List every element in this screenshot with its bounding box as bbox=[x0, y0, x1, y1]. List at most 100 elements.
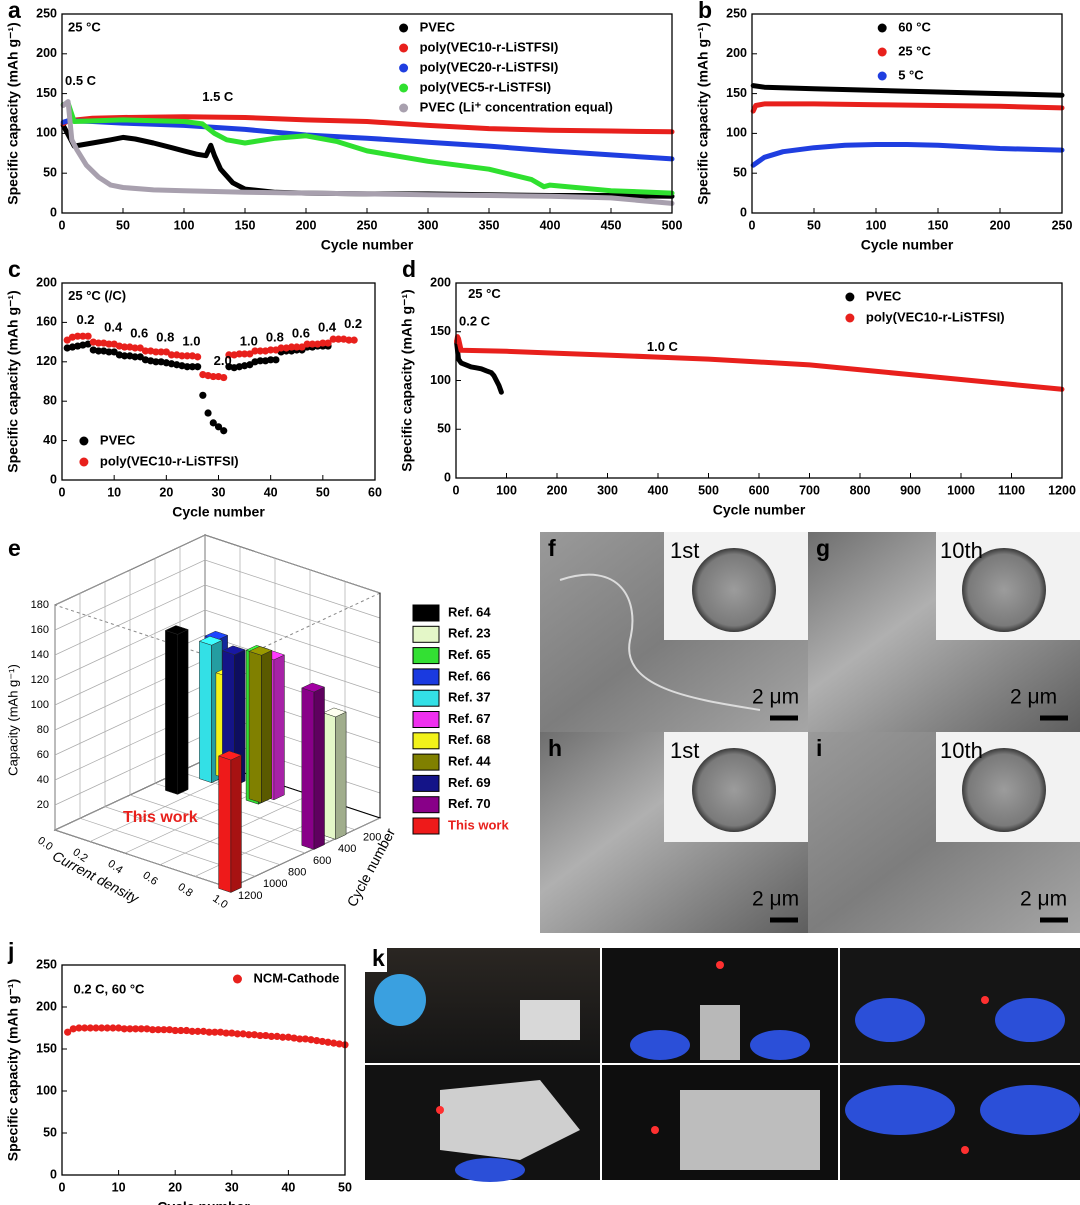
point bbox=[188, 363, 197, 371]
point bbox=[233, 1030, 242, 1038]
box-edge bbox=[54, 592, 381, 664]
point bbox=[194, 353, 202, 361]
legend-label: PVEC bbox=[100, 432, 136, 447]
z-tick-label: 100 bbox=[31, 699, 49, 711]
legend-marker bbox=[79, 457, 89, 467]
legend-marker bbox=[399, 63, 409, 73]
point bbox=[121, 343, 129, 351]
point bbox=[235, 350, 243, 358]
point bbox=[63, 336, 71, 344]
series-line bbox=[60, 99, 675, 206]
annotation: 0.2 bbox=[344, 316, 362, 331]
z-tick-label: 40 bbox=[37, 774, 49, 786]
point bbox=[137, 1025, 145, 1033]
y-axis-label: Specific capacity (mAh g⁻¹) bbox=[5, 979, 21, 1161]
annotation: 25 °C (/C) bbox=[68, 288, 126, 303]
legend-label: poly(VEC5-r-LiSTFSI) bbox=[420, 79, 551, 94]
series-line bbox=[750, 142, 1065, 168]
x-tick-label: 0 bbox=[59, 1180, 66, 1194]
pouch-cell bbox=[700, 1005, 740, 1060]
legend-marker bbox=[877, 71, 887, 81]
x-tick-label: 150 bbox=[928, 218, 949, 232]
point bbox=[81, 1024, 89, 1032]
legend-swatch bbox=[412, 796, 440, 814]
x-tick-label: 20 bbox=[168, 1180, 182, 1194]
point bbox=[222, 1029, 230, 1037]
y-tick-label: 0 bbox=[50, 472, 57, 486]
y-tick-label: 100 bbox=[36, 1083, 57, 1097]
pouch-cell bbox=[520, 1000, 580, 1040]
legend-swatch bbox=[412, 817, 440, 835]
point bbox=[110, 348, 118, 356]
scale-label: 2 μm bbox=[752, 888, 799, 911]
point bbox=[318, 1037, 326, 1046]
bar bbox=[322, 707, 347, 840]
x-tick-label: 400 bbox=[540, 218, 561, 232]
point bbox=[267, 346, 275, 354]
point bbox=[148, 1026, 157, 1034]
legend-label: Ref. 69 bbox=[448, 775, 491, 790]
legend-label: Ref. 66 bbox=[448, 668, 491, 683]
point bbox=[228, 1029, 236, 1037]
y-tick-label: 50 bbox=[733, 165, 747, 179]
fan bbox=[374, 974, 426, 1026]
x-tick-label: 30 bbox=[225, 1180, 239, 1194]
point bbox=[329, 335, 337, 343]
point bbox=[141, 347, 150, 355]
panel-label: e bbox=[8, 535, 21, 561]
series-line bbox=[454, 334, 1065, 392]
pouch-cell bbox=[680, 1090, 820, 1170]
y-tick-label: 100 bbox=[36, 126, 57, 140]
sem-panel-g: g 10th 2 μm bbox=[808, 532, 1080, 732]
bar-face bbox=[230, 754, 242, 893]
inset-label: 10th bbox=[940, 538, 983, 563]
x-tick-label: 200 bbox=[296, 218, 317, 232]
point bbox=[194, 363, 202, 371]
legend-marker bbox=[399, 23, 409, 33]
y-tick-label: 0 bbox=[50, 205, 57, 219]
point bbox=[272, 356, 280, 364]
legend-marker bbox=[232, 974, 242, 984]
bar-face bbox=[164, 625, 189, 635]
point bbox=[204, 409, 212, 417]
point bbox=[121, 352, 129, 360]
legend-label: PVEC bbox=[866, 288, 902, 303]
series-line bbox=[60, 100, 675, 196]
legend-label: Ref. 64 bbox=[448, 604, 491, 619]
point bbox=[256, 1031, 264, 1040]
point bbox=[279, 1033, 287, 1041]
y-tick-label: 200 bbox=[430, 275, 451, 289]
bar-face bbox=[301, 687, 315, 850]
x-tick-label: 250 bbox=[357, 218, 378, 232]
point bbox=[109, 1024, 117, 1032]
point bbox=[131, 353, 139, 361]
x-tick-label: 150 bbox=[235, 218, 256, 232]
glove bbox=[630, 1030, 690, 1060]
point bbox=[307, 1036, 315, 1044]
panel-label: b bbox=[698, 0, 712, 23]
x-tick-label: 600 bbox=[749, 483, 770, 497]
panel-label: j bbox=[7, 938, 14, 964]
scale-label: 2 μm bbox=[1020, 888, 1067, 911]
legend-label: 60 °C bbox=[898, 19, 931, 34]
point bbox=[245, 1031, 253, 1039]
point bbox=[188, 1027, 196, 1035]
legend-marker bbox=[399, 103, 409, 113]
y-tick-label: 150 bbox=[726, 86, 747, 100]
y-tick-label: 200 bbox=[36, 275, 57, 289]
x-tick-label: 0.6 bbox=[140, 869, 159, 888]
x-tick-label: 400 bbox=[648, 483, 669, 497]
panel-label: d bbox=[402, 256, 416, 282]
point bbox=[324, 1038, 332, 1046]
glove bbox=[845, 1085, 955, 1135]
point bbox=[92, 1024, 100, 1032]
point bbox=[308, 340, 316, 348]
led bbox=[436, 1106, 444, 1114]
point bbox=[267, 356, 275, 364]
annotation: 0.4 bbox=[104, 320, 123, 335]
legend-swatch bbox=[412, 647, 440, 665]
x-tick-label: 0 bbox=[59, 485, 66, 499]
point bbox=[324, 339, 332, 347]
point bbox=[160, 1026, 168, 1034]
point bbox=[330, 1039, 338, 1047]
